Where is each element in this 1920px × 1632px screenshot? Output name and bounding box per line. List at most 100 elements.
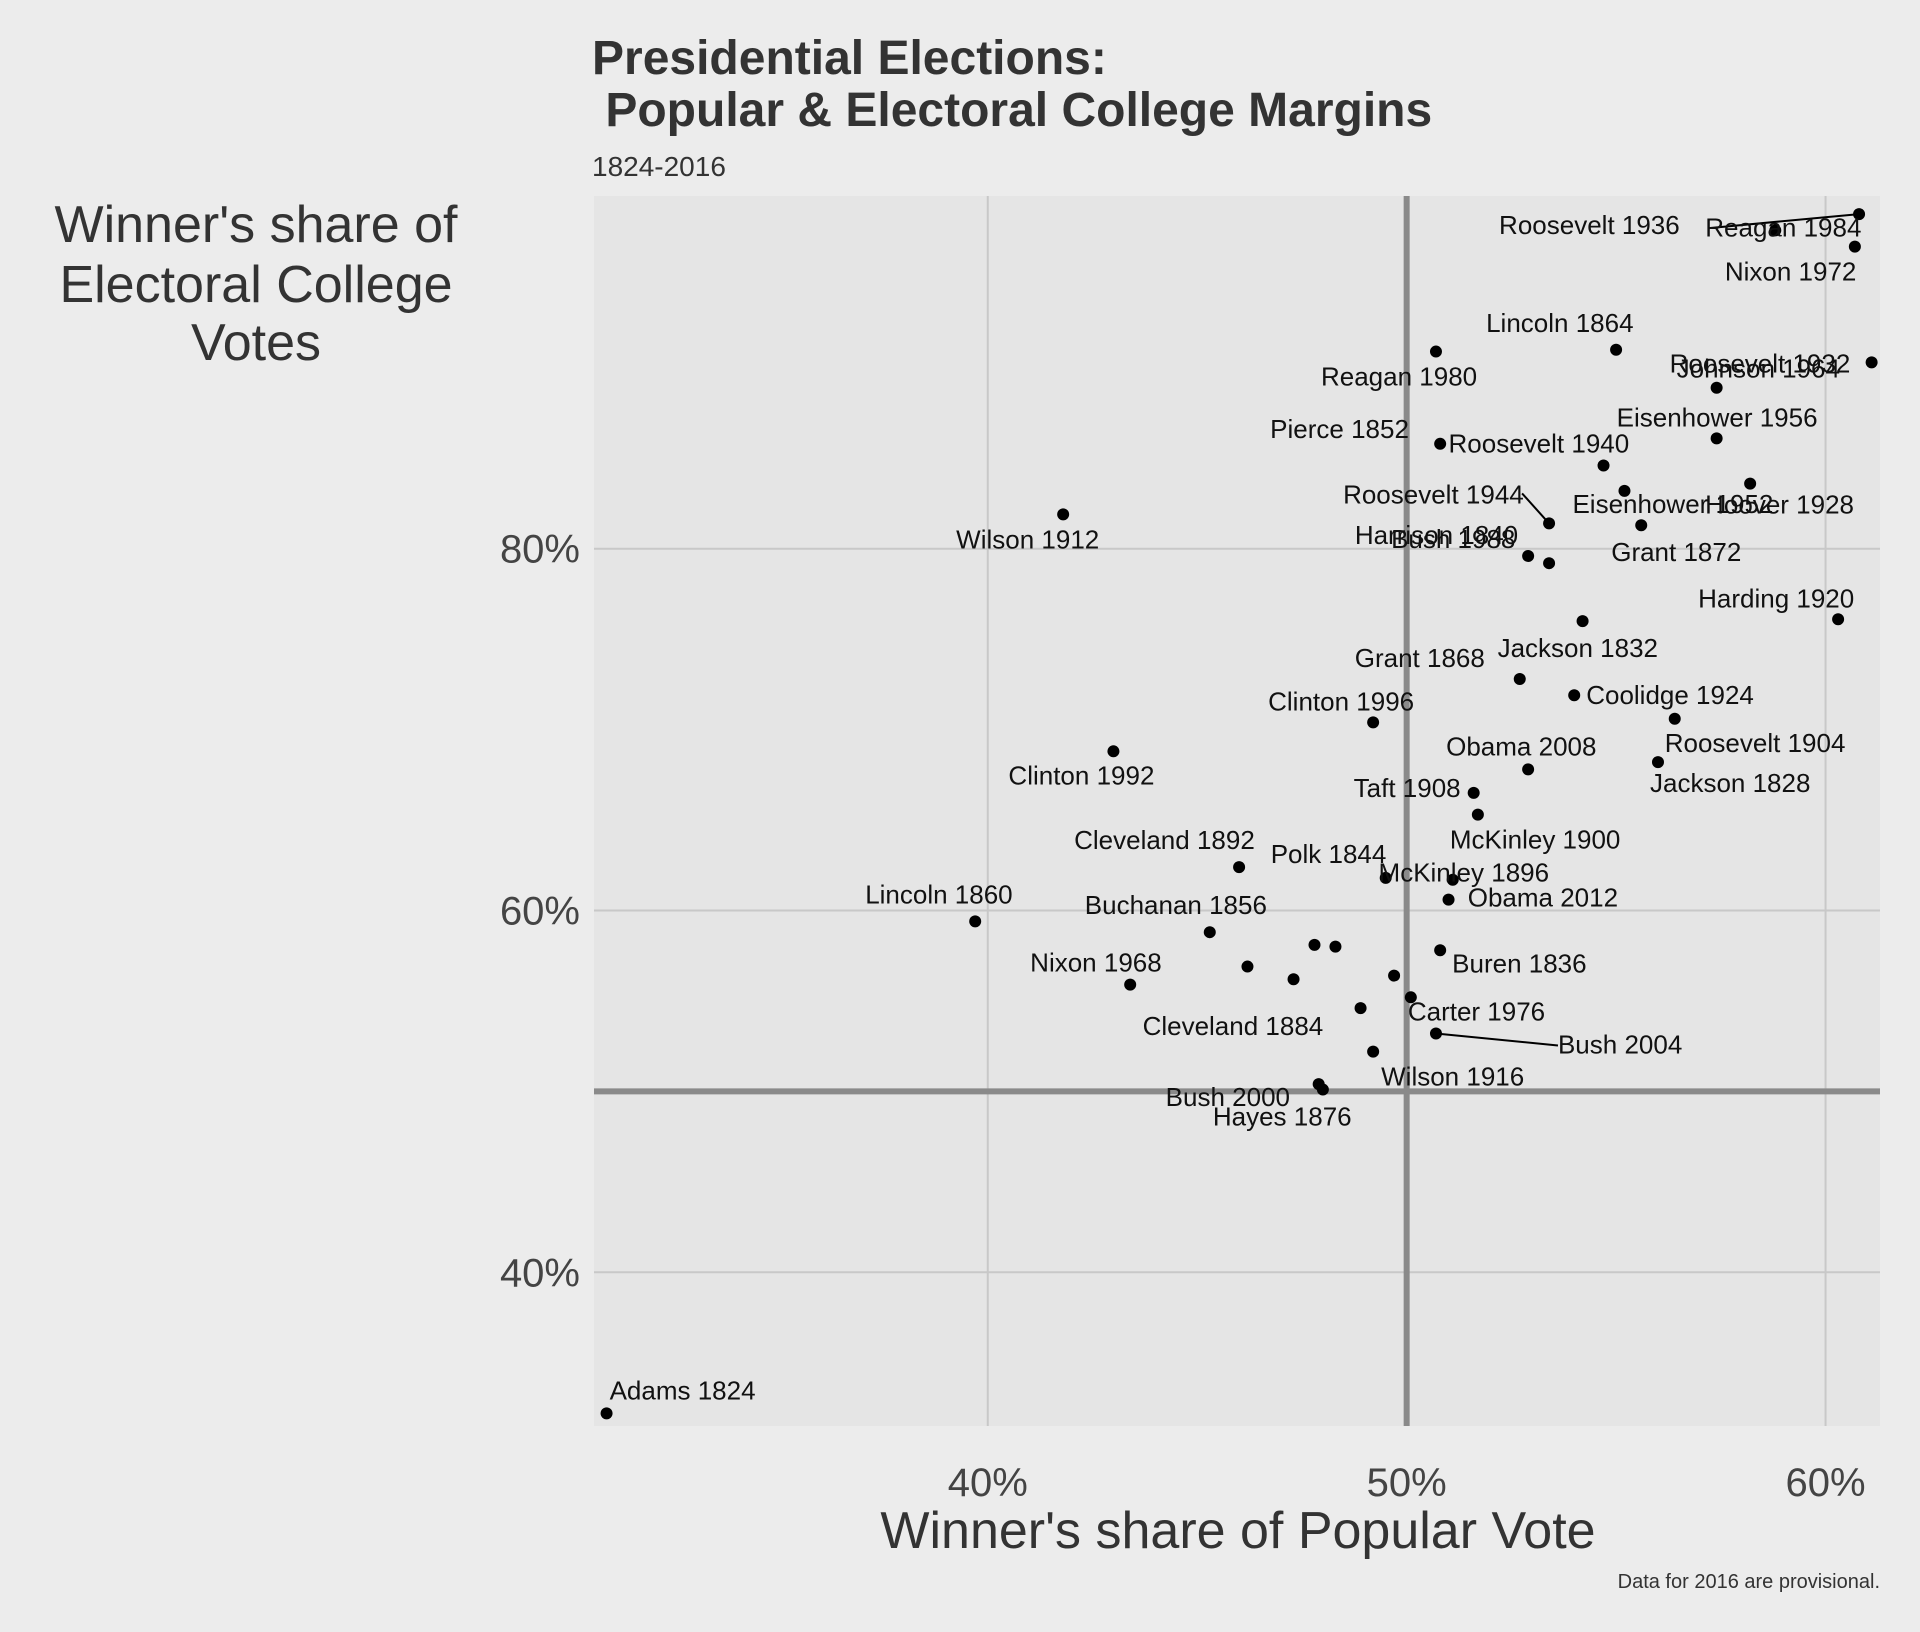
point-obama-2012 [1446, 873, 1459, 886]
label-obama-2008: Obama 2008 [1446, 731, 1596, 761]
label-cleveland-1884: Cleveland 1884 [1143, 1011, 1324, 1041]
label-roosevelt-1944: Roosevelt 1944 [1343, 479, 1524, 509]
label-mckinley-1896: McKinley 1896 [1379, 858, 1550, 888]
point-unlabeled [1388, 969, 1401, 982]
label-roosevelt-1940: Roosevelt 1940 [1449, 429, 1630, 459]
label-harding-1920: Harding 1920 [1698, 583, 1854, 613]
label-grant-1872: Grant 1872 [1611, 537, 1741, 567]
label-coolidge-1924: Coolidge 1924 [1586, 680, 1754, 710]
point-grant-1868 [1513, 672, 1526, 685]
point-taft-1908 [1467, 786, 1480, 799]
x-tick-label: 60% [1786, 1461, 1866, 1505]
point-polk-1844 [1379, 871, 1392, 884]
point-wilson-1916 [1367, 1045, 1380, 1058]
label-johnson-1964: Johnson 1964 [1677, 353, 1840, 383]
point-harrison-1840 [1522, 549, 1535, 562]
chart-title-line2: Popular & Electoral College Margins [592, 84, 1432, 137]
label-buren-1836: Buren 1836 [1452, 948, 1586, 978]
x-tick-label: 50% [1367, 1461, 1447, 1505]
label-reagan-1980: Reagan 1980 [1321, 362, 1477, 392]
point-unlabeled [1287, 973, 1300, 986]
y-tick-labels: 40% 60% 80% [500, 528, 580, 1296]
point-lincoln-1864 [1610, 343, 1623, 356]
point-harding-1920 [1832, 613, 1845, 626]
label-bush-1988: Bush 1988 [1391, 524, 1515, 554]
point-carter-1976 [1404, 991, 1417, 1004]
point-mckinley-1900 [1471, 808, 1484, 821]
label-hoover-1928: Hoover 1928 [1705, 490, 1854, 520]
point-buren-1836 [1434, 944, 1447, 957]
point-roosevelt-1944 [1543, 517, 1556, 530]
label-nixon-1968: Nixon 1968 [1030, 948, 1162, 978]
label-clinton-1992: Clinton 1992 [1008, 760, 1154, 790]
point-pierce-1852 [1434, 437, 1447, 450]
label-harrison-1840: Harrison 1840 [1355, 520, 1518, 550]
label-polk-1844: Polk 1844 [1271, 839, 1387, 869]
point-unlabeled [1241, 960, 1254, 973]
point-clinton-1996 [1367, 716, 1380, 729]
label-grant-1868: Grant 1868 [1355, 643, 1485, 673]
reference-lines [594, 196, 1880, 1426]
point-roosevelt-1932 [1710, 381, 1723, 394]
point-wilson-1912 [1057, 508, 1070, 521]
point-clinton-1992 [1107, 745, 1120, 758]
point-cleveland-1892 [1233, 861, 1246, 874]
x-tick-labels: 40% 50% 60% [948, 1461, 1866, 1505]
point-adams-1824 [600, 1407, 613, 1420]
label-jackson-1828: Jackson 1828 [1650, 768, 1810, 798]
point-roosevelt-1940 [1597, 459, 1610, 472]
point-cleveland-1884 [1354, 1002, 1367, 1015]
label-roosevelt-1932: Roosevelt 1932 [1670, 349, 1851, 379]
x-tick-label: 40% [948, 1461, 1028, 1505]
label-wilson-1912: Wilson 1912 [956, 524, 1099, 554]
point-grant-1872 [1635, 519, 1648, 532]
y-axis-label-line3: Votes [191, 314, 321, 372]
y-axis-label-line2: Electoral College [59, 256, 452, 314]
chart-title-line1: Presidential Elections: [592, 32, 1107, 85]
label-bush-2004: Bush 2004 [1558, 1029, 1682, 1059]
label-obama-2012: Obama 2012 [1468, 883, 1618, 913]
plot-panel [594, 196, 1880, 1426]
label-pierce-1852: Pierce 1852 [1270, 414, 1409, 444]
point-coolidge-1924 [1568, 689, 1581, 702]
label-adams-1824: Adams 1824 [610, 1375, 756, 1405]
label-lincoln-1864: Lincoln 1864 [1486, 308, 1633, 338]
point-unlabeled [1329, 940, 1342, 953]
label-reagan-1984: Reagan 1984 [1705, 212, 1861, 242]
leader-bush-2004 [1435, 1032, 1559, 1047]
label-mckinley-1900: McKinley 1900 [1450, 825, 1621, 855]
point-unlabeled [1308, 938, 1321, 951]
point-jackson-1832 [1576, 615, 1589, 628]
label-roosevelt-1904: Roosevelt 1904 [1665, 728, 1846, 758]
point-eisenhower-1952 [1618, 484, 1631, 497]
data-points [600, 208, 1878, 1420]
point-johnson-1964 [1865, 356, 1878, 369]
y-axis-label-line1: Winner's share of [55, 196, 459, 254]
y-tick-label: 80% [500, 528, 580, 572]
point-roosevelt-1936 [1853, 208, 1866, 221]
label-lincoln-1860: Lincoln 1860 [865, 879, 1012, 909]
point-obama-2008 [1522, 763, 1535, 776]
point-labels: Adams 1824 Jackson 1828 Jackson 1832 Buren … [610, 210, 1862, 1405]
label-cleveland-1892: Cleveland 1892 [1074, 825, 1255, 855]
point-nixon-1968 [1124, 978, 1137, 991]
point-roosevelt-1904 [1668, 712, 1681, 725]
point-reagan-1980 [1429, 345, 1442, 358]
point-reagan-1984 [1769, 224, 1782, 237]
label-clinton-1996: Clinton 1996 [1268, 686, 1414, 716]
label-hayes-1876: Hayes 1876 [1213, 1102, 1352, 1132]
leader-roosevelt-1936 [1708, 213, 1860, 230]
label-buchanan-1856: Buchanan 1856 [1085, 890, 1267, 920]
point-eisenhower-1956 [1710, 432, 1723, 445]
point-nixon-1972 [1848, 240, 1861, 253]
point-jackson-1828 [1651, 756, 1664, 769]
label-wilson-1916: Wilson 1916 [1381, 1062, 1524, 1092]
chart-caption: Data for 2016 are provisional. [1618, 1571, 1880, 1593]
point-bush-2004 [1429, 1027, 1442, 1040]
label-leader-lines [1435, 213, 1860, 1047]
y-tick-label: 40% [500, 1251, 580, 1295]
x-axis-label: Winner's share of Popular Vote [880, 1502, 1595, 1560]
point-mckinley-1896 [1442, 893, 1455, 906]
label-bush-2000: Bush 2000 [1166, 1082, 1290, 1112]
